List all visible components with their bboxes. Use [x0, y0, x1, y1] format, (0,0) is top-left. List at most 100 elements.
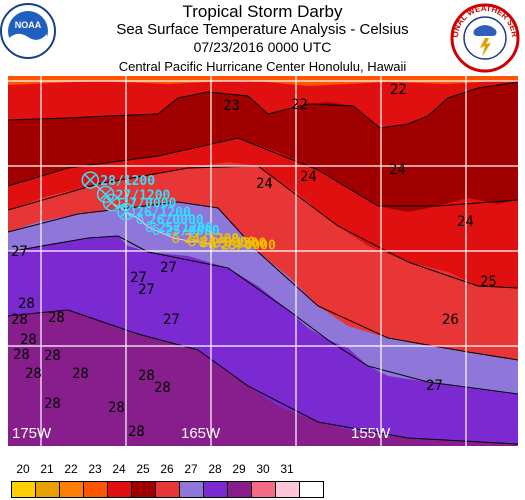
isotherm-label: 24: [300, 169, 317, 185]
isotherm-label: 28: [108, 400, 125, 416]
graticule: [8, 76, 518, 446]
storm-symbol-icon: [81, 171, 100, 189]
isotherm-label: 28: [11, 312, 28, 328]
track-label: 26/1200: [136, 206, 191, 221]
track-point: δ 25/1200: [145, 220, 213, 236]
track-point: 26/1200: [117, 202, 191, 221]
isotherm-label: 24: [256, 176, 273, 192]
nws-logo: NATIONAL WEATHER SERVICE: [447, 0, 520, 73]
legend-swatch: [59, 481, 84, 498]
legend-swatch: [107, 481, 132, 498]
isotherm-label: 27: [138, 282, 155, 298]
legend-label: 23: [88, 462, 102, 476]
header: NOAA Tropical Storm Darby Sea Surface Te…: [0, 0, 525, 78]
longitude-label: 165W: [181, 425, 221, 442]
tropical-storm-icon: δ: [188, 234, 197, 250]
isotherm-label: 28: [138, 368, 155, 384]
sst-band-24-north: [8, 76, 518, 128]
legend-swatch: [251, 481, 276, 498]
page-subtitle: Sea Surface Temperature Analysis - Celsi…: [116, 21, 409, 38]
isotherm-label: 28: [13, 347, 30, 363]
isotherm-label: 26: [442, 312, 459, 328]
isotherm-label: 28: [128, 424, 145, 440]
track-point: δ 24/1200: [171, 231, 239, 247]
legend-label: 20: [16, 462, 30, 476]
longitude-label: 175W: [12, 425, 52, 442]
analysis-datetime: 07/23/2016 0000 UTC: [193, 39, 332, 55]
track-point: δ 26/0000: [136, 212, 204, 228]
legend-label: 28: [208, 462, 222, 476]
isotherm-label: 23: [223, 98, 240, 114]
noaa-logo: NOAA: [0, 3, 56, 59]
legend-label: 27: [184, 462, 198, 476]
isotherm-label: 28: [154, 380, 171, 396]
legend-swatch: [227, 481, 252, 498]
track-label: 23/0000: [221, 238, 276, 253]
isotherm-label: 24: [389, 162, 406, 178]
isotherm-label: 28: [18, 296, 35, 312]
isotherm-label: 28: [44, 396, 61, 412]
track-point: 27/0000: [102, 193, 177, 212]
tropical-storm-icon: δ: [145, 220, 154, 236]
longitude-labels: 175W 165W 155W: [12, 425, 391, 442]
track-label: 28/1200: [100, 174, 155, 189]
sst-legend: 20 21 22 23 24 25 26 27 28 29 30 31: [8, 459, 518, 499]
tropical-storm-icon: δ: [152, 223, 161, 239]
storm-x-icon: [100, 188, 112, 200]
legend-swatch: [299, 481, 324, 498]
track-label: 27/1200: [116, 188, 171, 203]
legend-label: 29: [232, 462, 246, 476]
isotherm-label: 27: [160, 260, 177, 276]
track-label: 26/0000: [149, 213, 204, 228]
legend-label: 31: [280, 462, 294, 476]
storm-x-icon: [120, 206, 132, 218]
isotherm-label: 24: [457, 214, 474, 230]
legend-swatch: [179, 481, 204, 498]
track-point: δ 24/0000: [188, 234, 256, 250]
isotherm-label: 22: [291, 97, 308, 113]
legend-swatch: [83, 481, 108, 498]
isotherm-label: 25: [480, 274, 497, 290]
legend-label: 22: [64, 462, 78, 476]
legend-label: 30: [256, 462, 270, 476]
track-label: 24/1200: [184, 232, 239, 247]
isotherm-label: 28: [25, 366, 42, 382]
legend-swatch: [275, 481, 300, 498]
noaa-logo-text: NOAA: [15, 20, 42, 30]
track-point: δ 23/0000: [208, 237, 276, 253]
tropical-storm-icon: δ: [171, 231, 180, 247]
track-label: 25/0000: [165, 224, 220, 239]
legend-label: 25: [136, 462, 150, 476]
tropical-storm-icon: δ: [136, 212, 145, 228]
isotherm-label: 27: [426, 378, 443, 394]
issuing-center: Central Pacific Hurricane Center Honolul…: [118, 59, 407, 74]
track-point: δ 23/1200: [199, 235, 267, 251]
isotherm-label: 22: [390, 82, 407, 98]
legend-label: 24: [112, 462, 126, 476]
storm-x-icon: [106, 196, 118, 209]
legend-swatch: [11, 481, 36, 498]
tropical-storm-icon: δ: [199, 235, 208, 251]
track-label: 27/0000: [122, 197, 177, 212]
storm-symbol-icon: [102, 193, 121, 212]
isotherm-label: 28: [72, 366, 89, 382]
track-label: 25/1200: [158, 221, 213, 236]
tropical-storm-icon: δ: [208, 237, 217, 253]
isotherm-label: 27: [11, 244, 28, 260]
track-point: 28/1200: [81, 171, 155, 189]
storm-symbol-icon: [117, 202, 135, 221]
track-label: 24/0000: [201, 235, 256, 250]
isotherm-label: 28: [48, 310, 65, 326]
track-point: δ 25/0000: [152, 223, 220, 239]
legend-swatch: [203, 481, 228, 498]
legend-label: 26: [160, 462, 174, 476]
isotherm-label: 28: [44, 348, 61, 364]
sst-map: 175W 165W 155W 23 22 22 24 24 24 24 25 26 27 27 27 27 2…: [8, 76, 518, 446]
legend-swatch: [155, 481, 180, 498]
legend-swatch: [131, 481, 156, 498]
track-point: 27/1200: [96, 185, 171, 203]
isotherm-label: 27: [163, 312, 180, 328]
longitude-label: 155W: [351, 425, 391, 442]
track-label: 23/1200: [212, 236, 267, 251]
